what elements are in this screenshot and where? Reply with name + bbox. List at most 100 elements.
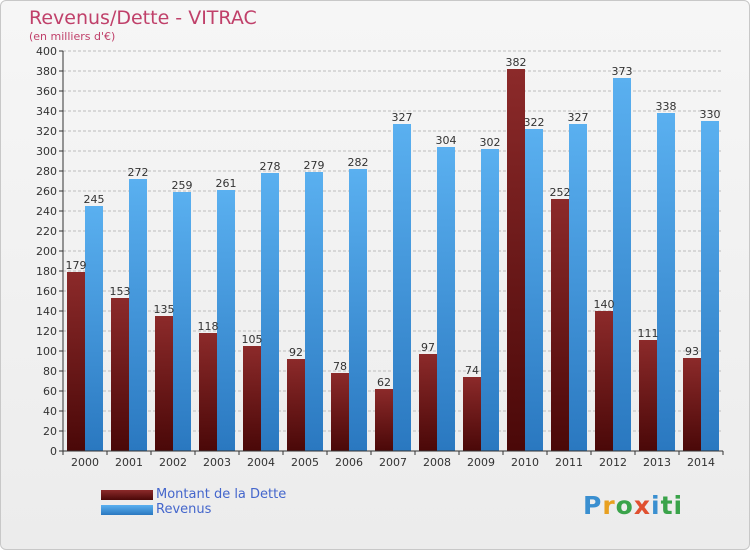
bar-revenus [437,147,455,451]
bar-revenus [85,206,103,451]
y-tick-label: 380 [36,65,57,78]
data-label-revenus: 330 [700,108,721,121]
y-tick-label: 40 [43,405,57,418]
y-tick-label: 320 [36,125,57,138]
x-tick-label: 2003 [203,456,231,469]
bar-dette [507,69,525,451]
y-tick-label: 200 [36,245,57,258]
x-tick-label: 2005 [291,456,319,469]
y-tick-label: 120 [36,325,57,338]
data-label-revenus: 278 [260,160,281,173]
x-tick-label: 2007 [379,456,407,469]
data-label-dette: 74 [465,364,479,377]
data-label-revenus: 338 [656,100,677,113]
bar-revenus [261,173,279,451]
y-tick-label: 80 [43,365,57,378]
data-label-revenus: 322 [524,116,545,129]
data-label-revenus: 259 [172,179,193,192]
y-tick-label: 220 [36,225,57,238]
y-tick-label: 300 [36,145,57,158]
data-label-revenus: 282 [348,156,369,169]
data-label-dette: 62 [377,376,391,389]
bar-revenus [305,172,323,451]
x-tick-label: 2013 [643,456,671,469]
bar-dette [683,358,701,451]
data-label-dette: 111 [638,327,659,340]
data-label-dette: 97 [421,341,435,354]
x-tick-label: 2010 [511,456,539,469]
legend-swatch-debt [101,490,153,500]
y-tick-label: 240 [36,205,57,218]
y-tick-label: 400 [36,45,57,58]
data-label-dette: 118 [198,320,219,333]
bar-dette [463,377,481,451]
x-tick-label: 2009 [467,456,495,469]
x-tick-label: 2008 [423,456,451,469]
bar-dette [287,359,305,451]
chart-subtitle: (en milliers d'€) [29,30,116,43]
bar-dette [551,199,569,451]
bar-revenus [525,129,543,451]
x-tick-label: 2014 [687,456,715,469]
bar-revenus [349,169,367,451]
bar-dette [331,373,349,451]
data-label-dette: 93 [685,345,699,358]
y-tick-label: 260 [36,185,57,198]
data-label-dette: 78 [333,360,347,373]
bar-dette [199,333,217,451]
bar-dette [67,272,85,451]
bar-dette [111,298,129,451]
legend-label-debt: Montant de la Dette [156,487,287,502]
y-tick-label: 140 [36,305,57,318]
bar-revenus [173,192,191,451]
data-label-revenus: 327 [568,111,589,124]
data-label-revenus: 304 [436,134,457,147]
data-label-dette: 179 [66,259,87,272]
data-label-dette: 105 [242,333,263,346]
y-tick-label: 60 [43,385,57,398]
data-label-revenus: 327 [392,111,413,124]
y-tick-label: 340 [36,105,57,118]
data-label-revenus: 261 [216,177,237,190]
data-label-revenus: 302 [480,136,501,149]
bar-revenus [613,78,631,451]
x-tick-label: 2002 [159,456,187,469]
bar-revenus [657,113,675,451]
data-label-dette: 92 [289,346,303,359]
proxiti-logo: Proxiti [583,491,684,520]
data-label-revenus: 272 [128,166,149,179]
bar-dette [375,389,393,451]
chart-title: Revenus/Dette - VITRAC [29,7,257,29]
legend-swatch-revenue [101,505,153,515]
data-label-dette: 382 [506,56,527,69]
x-tick-label: 2006 [335,456,363,469]
bar-revenus [393,124,411,451]
bar-revenus [129,179,147,451]
x-tick-label: 2000 [71,456,99,469]
data-label-dette: 252 [550,186,571,199]
x-tick-label: 2012 [599,456,627,469]
legend-label-revenue: Revenus [156,502,212,517]
x-tick-label: 2001 [115,456,143,469]
bar-dette [419,354,437,451]
bar-revenus [701,121,719,451]
data-label-revenus: 373 [612,65,633,78]
bar-dette [595,311,613,451]
data-label-revenus: 279 [304,159,325,172]
bar-dette [155,316,173,451]
bar-revenus [569,124,587,451]
data-label-revenus: 245 [84,193,105,206]
data-label-dette: 140 [594,298,615,311]
x-tick-label: 2004 [247,456,275,469]
y-tick-label: 100 [36,345,57,358]
bar-revenus [481,149,499,451]
bar-revenus [217,190,235,451]
data-label-dette: 153 [110,285,131,298]
y-tick-label: 0 [50,445,57,458]
y-tick-label: 20 [43,425,57,438]
bar-dette [639,340,657,451]
data-label-dette: 135 [154,303,175,316]
y-tick-label: 160 [36,285,57,298]
